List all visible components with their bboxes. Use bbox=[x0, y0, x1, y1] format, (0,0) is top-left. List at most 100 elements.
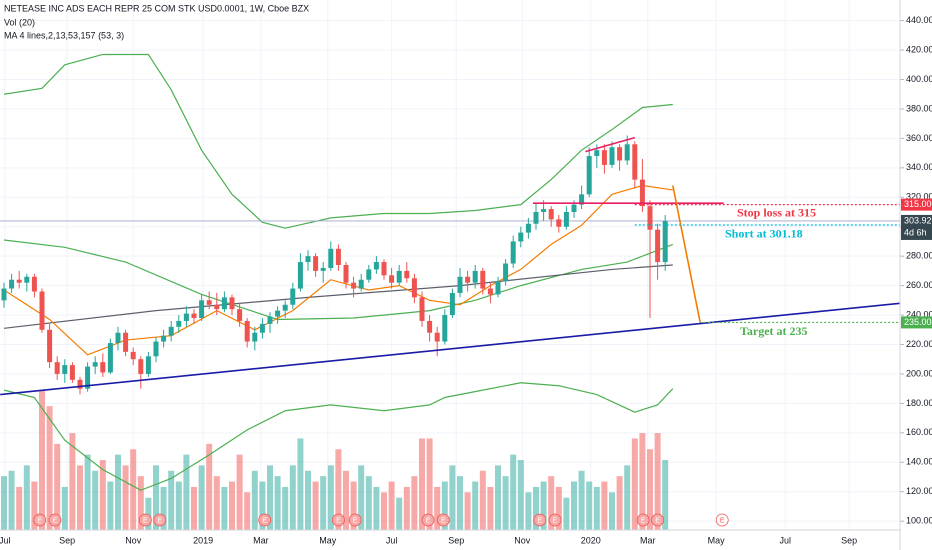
y-tick-label: 260.00 bbox=[906, 280, 932, 290]
candle-body bbox=[586, 156, 592, 195]
volume-bar bbox=[236, 454, 243, 530]
volume-bar bbox=[69, 433, 76, 530]
volume-bar bbox=[183, 454, 190, 530]
volume-bar bbox=[8, 470, 15, 530]
candle-body bbox=[541, 209, 547, 212]
candle-body bbox=[655, 229, 661, 263]
candle-body bbox=[518, 232, 524, 242]
x-tick-label: Jul bbox=[0, 535, 11, 545]
volume-bar bbox=[244, 492, 251, 530]
volume-bar bbox=[343, 470, 349, 530]
volume-bar bbox=[548, 476, 555, 530]
y-tick-label: 280.00 bbox=[906, 251, 932, 261]
candle-body bbox=[69, 365, 75, 380]
volume-bar bbox=[472, 481, 479, 530]
y-tick-label: 140.00 bbox=[906, 457, 932, 467]
volume-bar bbox=[449, 465, 456, 530]
volume-bar bbox=[639, 433, 646, 530]
candle-body bbox=[130, 351, 136, 360]
candle-body bbox=[639, 179, 645, 207]
candle-body bbox=[548, 209, 554, 220]
volume-bar bbox=[358, 465, 365, 530]
candle-body bbox=[419, 297, 425, 321]
candle-body bbox=[54, 362, 60, 374]
x-tick-label: May bbox=[708, 535, 726, 545]
candle-body bbox=[335, 248, 341, 265]
candle-body bbox=[221, 297, 227, 310]
x-tick-label: May bbox=[319, 535, 337, 545]
earnings-marker bbox=[533, 513, 547, 527]
volume-bar bbox=[153, 465, 159, 530]
volume-bar bbox=[365, 476, 372, 530]
volume-bar bbox=[39, 390, 45, 530]
earnings-label: E bbox=[426, 517, 431, 524]
level-tag bbox=[901, 316, 932, 329]
y-tick-label: 340.00 bbox=[906, 162, 932, 172]
volume-bar bbox=[396, 497, 403, 530]
earnings-marker bbox=[636, 513, 650, 527]
ma-legend: MA 4 lines,2,13,53,157 (53, 3) bbox=[4, 30, 124, 40]
earnings-label: E bbox=[353, 517, 358, 524]
y-tick-label: 360.00 bbox=[906, 133, 932, 143]
candle-body bbox=[472, 270, 478, 283]
volume-bar bbox=[130, 449, 137, 530]
candle-body bbox=[328, 248, 334, 268]
volume-bar bbox=[213, 476, 220, 530]
volume-bar bbox=[99, 460, 106, 530]
y-tick-label: 220.00 bbox=[906, 339, 932, 349]
volume-bar bbox=[305, 470, 311, 530]
candle-body bbox=[480, 270, 486, 289]
moving-average-line bbox=[3, 53, 673, 229]
volume-bar bbox=[297, 438, 304, 530]
candle-body bbox=[305, 256, 311, 263]
volume-bar bbox=[601, 481, 608, 530]
candle-body bbox=[31, 276, 37, 292]
x-tick-label: Nov bbox=[125, 535, 142, 545]
volume-bar bbox=[647, 449, 653, 530]
volume-bar bbox=[54, 443, 61, 530]
candle-body bbox=[495, 281, 501, 295]
candle-body bbox=[297, 262, 303, 289]
volume-bar bbox=[122, 465, 129, 530]
volume-bar bbox=[320, 476, 327, 530]
candle-body bbox=[161, 335, 167, 342]
trend-line bbox=[0, 302, 901, 396]
candle-body bbox=[145, 356, 151, 374]
moving-average-line bbox=[3, 382, 674, 491]
volume-bar bbox=[525, 492, 532, 530]
volume-bar bbox=[198, 465, 205, 530]
volume-bar bbox=[593, 486, 600, 530]
x-tick-label: 2019 bbox=[193, 535, 213, 545]
volume-bar bbox=[16, 486, 23, 530]
x-tick-label: Sep bbox=[448, 535, 464, 545]
candle-body bbox=[366, 269, 372, 280]
candle-body bbox=[442, 315, 448, 342]
earnings-marker bbox=[715, 513, 729, 527]
candle-body bbox=[100, 362, 106, 373]
x-tick-label: Mar bbox=[640, 535, 656, 545]
candle-body bbox=[39, 291, 45, 330]
chart-title: NETEASE INC ADS EACH REPR 25 COM STK USD… bbox=[4, 3, 309, 13]
candle-body bbox=[487, 288, 493, 295]
candle-body bbox=[571, 204, 577, 212]
candle-body bbox=[115, 332, 121, 344]
volume-bar bbox=[31, 481, 38, 530]
volume-bar bbox=[267, 465, 273, 530]
volume-bar bbox=[426, 438, 433, 530]
y-tick-label: 240.00 bbox=[906, 309, 932, 319]
volume-bar bbox=[464, 492, 471, 530]
candle-body bbox=[320, 267, 326, 271]
x-tick-label: Mar bbox=[253, 535, 269, 545]
volume-bar bbox=[274, 476, 281, 530]
volume-bar bbox=[61, 486, 68, 530]
earnings-marker bbox=[348, 513, 362, 527]
volume-bar bbox=[251, 470, 258, 530]
candle-body bbox=[92, 362, 98, 367]
trend-line bbox=[672, 185, 701, 323]
candle-body bbox=[24, 276, 30, 283]
candle-body bbox=[47, 329, 53, 363]
candle-body bbox=[1, 288, 7, 301]
volume-bar bbox=[137, 476, 144, 530]
candle-body bbox=[396, 270, 402, 283]
